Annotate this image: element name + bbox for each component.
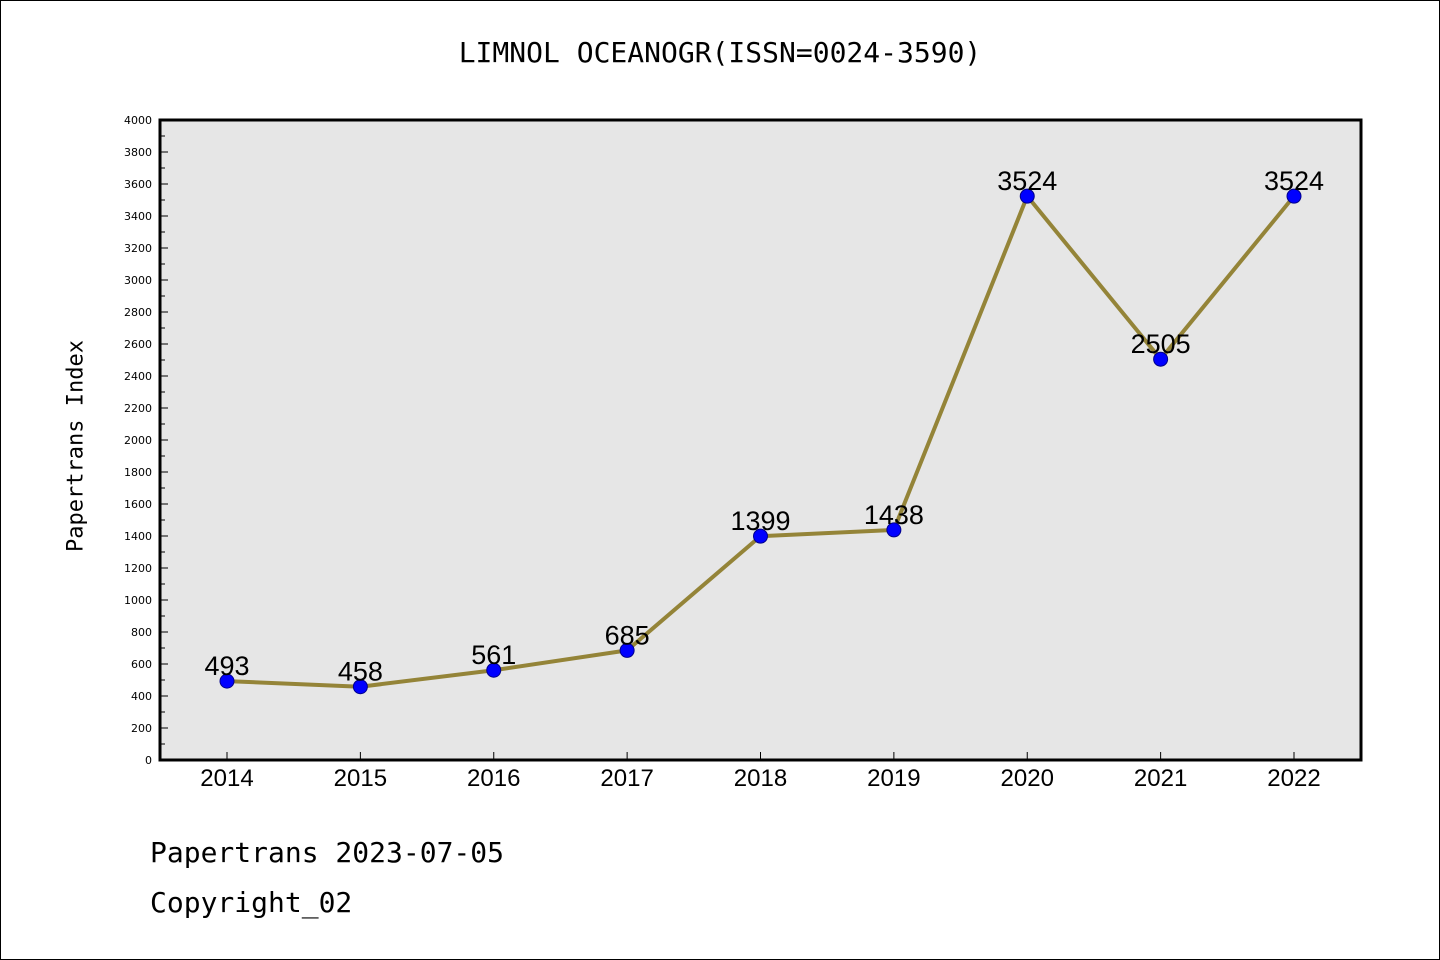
- data-point: [1019, 188, 1035, 204]
- data-label: 1438: [864, 500, 924, 530]
- footer-copyright: Copyright_02: [150, 886, 353, 919]
- x-tick-label: 2021: [1134, 765, 1187, 792]
- x-axis: 2014 2015 2016 2017 2018 2019 2020 2021 2022: [200, 752, 1321, 792]
- plot-area: [158, 118, 1363, 762]
- x-tick-label: 2018: [734, 765, 787, 792]
- series-markers: [219, 188, 1302, 695]
- x-tick-label: 2022: [1267, 765, 1320, 792]
- y-tick-label: 3600: [124, 178, 152, 191]
- y-tick-label: 3000: [124, 274, 152, 287]
- y-tick-label: 1200: [124, 562, 152, 575]
- y-tick-label: 2600: [124, 338, 152, 351]
- y-tick-label: 400: [131, 690, 152, 703]
- y-tick-label: 200: [131, 722, 152, 735]
- data-point: [1153, 351, 1169, 367]
- data-point: [219, 673, 235, 689]
- y-tick-label: 600: [131, 658, 152, 671]
- y-tick-label: 2200: [124, 402, 152, 415]
- data-point: [886, 522, 902, 538]
- y-tick-label: 3200: [124, 242, 152, 255]
- y-tick-label: 3400: [124, 210, 152, 223]
- y-tick-label: 4000: [124, 114, 152, 127]
- y-tick-label: 1800: [124, 466, 152, 479]
- x-tick-label: 2016: [467, 765, 520, 792]
- y-tick-label: 2800: [124, 306, 152, 319]
- data-label: 3524: [997, 166, 1057, 196]
- y-tick-label: 2400: [124, 370, 152, 383]
- data-label: 3524: [1264, 166, 1324, 196]
- x-tick-label: 2019: [867, 765, 920, 792]
- y-tick-label: 0: [145, 754, 152, 767]
- y-tick-label: 800: [131, 626, 152, 639]
- data-label: 2505: [1131, 329, 1191, 359]
- data-label: 493: [204, 651, 249, 681]
- chart-title: LIMNOL OCEANOGR(ISSN=0024-3590): [458, 36, 982, 69]
- footer-date: Papertrans 2023-07-05: [150, 836, 505, 869]
- y-axis: 0 200 400 600 800 1000 1200 1400 1600 1800 2000 220…: [124, 114, 168, 767]
- data-point: [619, 642, 635, 658]
- data-label: 685: [605, 620, 650, 650]
- data-label: 1399: [730, 506, 790, 536]
- data-point: [486, 662, 502, 678]
- y-tick-label: 1000: [124, 594, 152, 607]
- y-tick-label: 1400: [124, 530, 152, 543]
- data-label: 458: [338, 657, 383, 687]
- y-tick-label: 1600: [124, 498, 152, 511]
- x-tick-label: 2020: [1001, 765, 1054, 792]
- data-point: [753, 528, 768, 544]
- y-tick-label: 3800: [124, 146, 152, 159]
- y-tick-label: 2000: [124, 434, 152, 447]
- x-tick-label: 2017: [600, 765, 653, 792]
- x-tick-label: 2014: [200, 765, 253, 792]
- data-labels: 493 458 561 685 1399 1438 3524 2505 3524: [204, 166, 1324, 687]
- data-point: [1286, 188, 1302, 204]
- data-point: [352, 679, 368, 695]
- data-label: 561: [471, 640, 516, 670]
- x-tick-label: 2015: [334, 765, 387, 792]
